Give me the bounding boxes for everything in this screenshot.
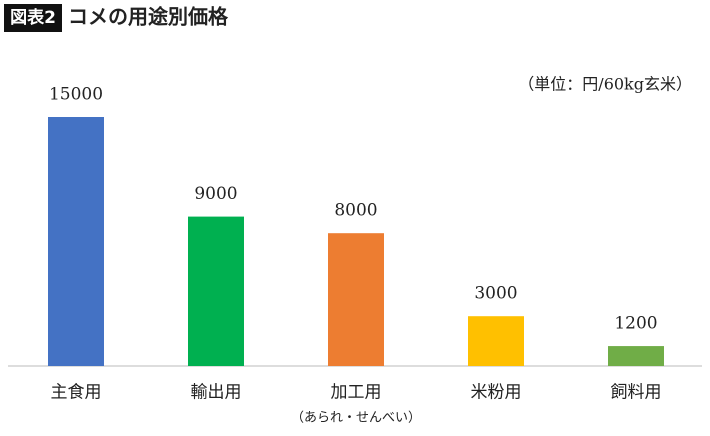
bar <box>48 117 104 366</box>
bar <box>468 316 524 366</box>
bar <box>608 346 664 366</box>
value-label: 9000 <box>194 184 237 204</box>
value-label: 15000 <box>49 85 103 105</box>
x-tick-label: 輸出用 <box>191 383 242 403</box>
x-tick-label: 主食用 <box>51 383 102 403</box>
figure-label-box <box>4 4 62 32</box>
category-note: （あられ・せんべい） <box>291 411 421 426</box>
unit-note: （単位：円/60kg玄米） <box>518 75 692 94</box>
value-label: 1200 <box>614 314 657 334</box>
figure-label: 図表2 <box>10 7 56 28</box>
x-tick-label: 加工用 <box>331 383 382 403</box>
value-label: 3000 <box>474 284 517 304</box>
x-tick-label: 米粉用 <box>471 383 522 403</box>
value-label: 8000 <box>334 201 377 221</box>
chart-title: コメの用途別価格 <box>68 5 229 29</box>
bar <box>328 233 384 366</box>
bar <box>188 216 244 366</box>
x-tick-label: 飼料用 <box>611 383 662 403</box>
